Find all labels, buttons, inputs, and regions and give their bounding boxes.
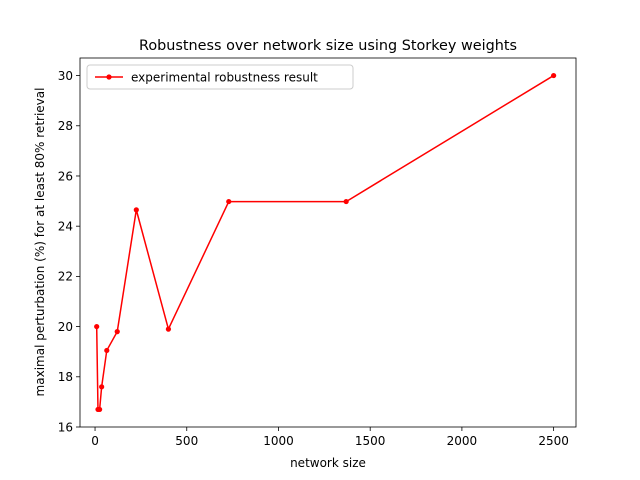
data-point [226, 198, 232, 205]
data-point [114, 329, 120, 335]
x-tick-label: 2500 [538, 434, 569, 448]
x-tick-label: 2000 [447, 434, 478, 448]
legend: experimental robustness result [86, 64, 354, 90]
plot-area: 0 500 1000 1500 2000 2500 16 18 20 22 24 26 28 30 [58, 57, 577, 448]
data-point [551, 72, 557, 79]
x-tick-label: 500 [175, 434, 198, 448]
data-point [99, 384, 105, 390]
x-tick-label: 1000 [263, 434, 294, 448]
data-point [165, 326, 172, 332]
axes-frame [79, 57, 577, 428]
legend-marker [106, 74, 112, 80]
y-tick-label: 20 [58, 320, 73, 334]
y-tick-label: 22 [58, 270, 73, 284]
x-tick-label: 1500 [355, 434, 386, 448]
x-tick-label: 0 [91, 434, 99, 448]
y-tick-label: 30 [58, 69, 73, 83]
legend-frame [86, 64, 354, 90]
y-tick-label: 18 [58, 370, 73, 384]
y-tick-label: 28 [58, 119, 73, 133]
y-tick-label: 26 [58, 169, 73, 183]
legend-label: experimental robustness result [131, 70, 318, 84]
data-point [343, 198, 349, 205]
y-tick-label: 16 [58, 420, 73, 434]
data-point [94, 323, 100, 330]
chart-title: Robustness over network size using Stork… [139, 38, 517, 54]
y-axis-label: maximal perturbation (%) for at least 80… [33, 88, 47, 397]
data-point [104, 347, 110, 354]
data-point [133, 207, 139, 213]
y-tick-label: 24 [58, 219, 73, 233]
data-point [97, 406, 103, 413]
x-axis-label: network size [290, 456, 366, 470]
